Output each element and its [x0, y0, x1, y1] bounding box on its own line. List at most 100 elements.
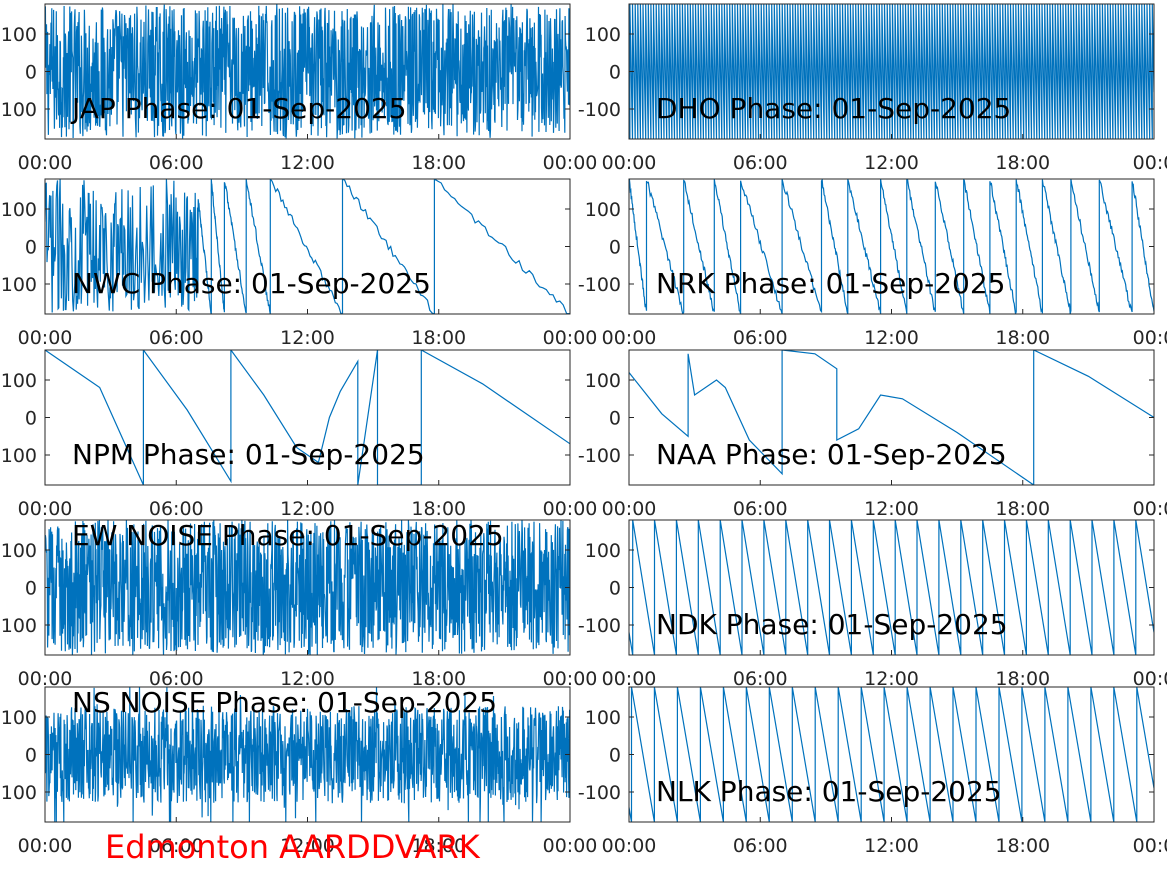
chart-title-jap: JAP Phase: 01-Sep-2025 [70, 92, 407, 125]
y-tick-label-ew: 100 [1, 540, 37, 562]
x-tick-label-naa: 06:00 [733, 498, 788, 520]
x-tick-label-nwc: 00:00 [18, 327, 73, 349]
x-tick-label-ns: 18:00 [411, 835, 466, 857]
chart-title-ew: EW NOISE Phase: 01-Sep-2025 [72, 519, 504, 552]
chart-ew: 100 0 100 00:00 06:00 12:00 18:00 00:00 EW NOISE… [1, 519, 598, 690]
x-tick-label-ndk: 12:00 [864, 668, 919, 690]
x-tick-label-naa: 12:00 [864, 498, 919, 520]
chart-nlk: 100 0 -100 00:00 06:00 12:00 18:00 00:0 NLK Phas… [578, 686, 1167, 857]
y-tick-label-nlk: 100 [585, 707, 621, 729]
chart-ndk: 100 0 -100 00:00 06:00 12:00 18:00 00:0 NDK Phas… [578, 519, 1167, 690]
y-tick-label-naa: 100 [585, 370, 621, 392]
y-tick-label-ndk: 0 [609, 578, 621, 600]
y-tick-label-dho: -100 [578, 99, 621, 121]
x-tick-label-nlk: 00:0 [1133, 835, 1167, 857]
x-tick-label-nwc: 18:00 [411, 327, 466, 349]
x-tick-label-nlk: 06:00 [733, 835, 788, 857]
x-tick-label-ns: 00:00 [543, 835, 598, 857]
series-line-dho [629, 4, 1154, 139]
y-tick-label-nwc: 0 [25, 237, 37, 259]
y-tick-label-nlk: 0 [609, 745, 621, 767]
x-tick-label-naa: 00:0 [1133, 498, 1167, 520]
x-tick-label-dho: 12:00 [864, 152, 919, 174]
y-tick-label-nlk: -100 [578, 782, 621, 804]
x-tick-label-nwc: 12:00 [280, 327, 335, 349]
x-tick-label-nrk: 06:00 [733, 327, 788, 349]
y-tick-label-ndk: -100 [578, 615, 621, 637]
y-tick-label-nrk: 100 [585, 199, 621, 221]
y-tick-label-naa: -100 [578, 445, 621, 467]
series-line-jap [45, 4, 570, 139]
x-tick-label-nrk: 12:00 [864, 327, 919, 349]
y-tick-label-dho: 0 [609, 62, 621, 84]
x-tick-label-dho: 06:00 [733, 152, 788, 174]
chart-title-nrk: NRK Phase: 01-Sep-2025 [656, 267, 1005, 300]
series-line-ns [45, 687, 570, 822]
series-line-naa [629, 350, 1154, 485]
series-line-npm [45, 350, 570, 485]
y-tick-label-jap: 0 [25, 62, 37, 84]
x-tick-label-jap: 18:00 [411, 152, 466, 174]
x-tick-label-ew: 00:00 [543, 668, 598, 690]
chart-dho: 100 0 -100 00:00 06:00 12:00 18:00 00:0 DHO Phas… [578, 3, 1167, 174]
series-line-nrk [629, 179, 1154, 314]
x-tick-label-ew: 18:00 [411, 668, 466, 690]
y-tick-label-ew: 100 [1, 615, 37, 637]
series-line-ndk [629, 520, 1154, 655]
series-line-nwc [45, 179, 570, 314]
x-tick-label-dho: 18:00 [995, 152, 1050, 174]
x-tick-label-naa: 00:00 [602, 498, 657, 520]
y-tick-label-ns: 0 [25, 745, 37, 767]
chart-nwc: 100 0 100 00:00 06:00 12:00 18:00 00:00 NWC Phas… [1, 178, 598, 349]
x-tick-label-ndk: 00:00 [602, 668, 657, 690]
x-tick-label-jap: 00:00 [543, 152, 598, 174]
chart-nrk: 100 0 -100 00:00 06:00 12:00 18:00 00:0 NRK Phas… [578, 178, 1167, 349]
chart-title-nwc: NWC Phase: 01-Sep-2025 [72, 267, 431, 300]
y-tick-label-jap: 100 [1, 24, 37, 46]
y-tick-label-jap: 100 [1, 99, 37, 121]
chart-title-dho: DHO Phase: 01-Sep-2025 [656, 92, 1011, 125]
x-tick-label-npm: 12:00 [280, 498, 335, 520]
y-tick-label-ew: 0 [25, 578, 37, 600]
x-tick-label-ns: 12:00 [280, 835, 335, 857]
y-tick-label-npm: 0 [25, 408, 37, 430]
x-tick-label-ns: 06:00 [149, 835, 204, 857]
series-line-nlk [629, 687, 1154, 822]
y-tick-label-npm: 100 [1, 370, 37, 392]
y-tick-label-nrk: -100 [578, 274, 621, 296]
x-tick-label-ew: 06:00 [149, 668, 204, 690]
y-tick-label-npm: 100 [1, 445, 37, 467]
chart-title-npm: NPM Phase: 01-Sep-2025 [72, 438, 425, 471]
x-tick-label-npm: 00:00 [18, 498, 73, 520]
chart-title-naa: NAA Phase: 01-Sep-2025 [656, 438, 1007, 471]
x-tick-label-nlk: 18:00 [995, 835, 1050, 857]
y-tick-label-nwc: 100 [1, 199, 37, 221]
x-tick-label-ndk: 00:0 [1133, 668, 1167, 690]
x-tick-label-ew: 12:00 [280, 668, 335, 690]
y-tick-label-nrk: 0 [609, 237, 621, 259]
x-tick-label-naa: 18:00 [995, 498, 1050, 520]
chart-title-ns: NS NOISE Phase: 01-Sep-2025 [72, 686, 497, 719]
x-tick-label-ndk: 18:00 [995, 668, 1050, 690]
x-tick-label-ns: 00:00 [18, 835, 73, 857]
chart-title-nlk: NLK Phase: 01-Sep-2025 [656, 775, 1002, 808]
y-tick-label-dho: 100 [585, 24, 621, 46]
x-tick-label-nrk: 00:00 [602, 327, 657, 349]
chart-npm: 100 0 100 00:00 06:00 12:00 18:00 00:00 NPM Phas… [1, 349, 598, 520]
y-tick-label-nwc: 100 [1, 274, 37, 296]
series-line-ew [45, 520, 570, 655]
x-tick-label-ew: 00:00 [18, 668, 73, 690]
x-tick-label-nrk: 18:00 [995, 327, 1050, 349]
x-tick-label-dho: 00:0 [1133, 152, 1167, 174]
x-tick-label-nwc: 06:00 [149, 327, 204, 349]
x-tick-label-nwc: 00:00 [543, 327, 598, 349]
chart-title-ndk: NDK Phase: 01-Sep-2025 [656, 608, 1008, 641]
x-tick-label-jap: 06:00 [149, 152, 204, 174]
x-tick-label-jap: 12:00 [280, 152, 335, 174]
x-tick-label-npm: 18:00 [411, 498, 466, 520]
x-tick-label-nlk: 00:00 [602, 835, 657, 857]
x-tick-label-npm: 00:00 [543, 498, 598, 520]
y-tick-label-ndk: 100 [585, 540, 621, 562]
x-tick-label-npm: 06:00 [149, 498, 204, 520]
